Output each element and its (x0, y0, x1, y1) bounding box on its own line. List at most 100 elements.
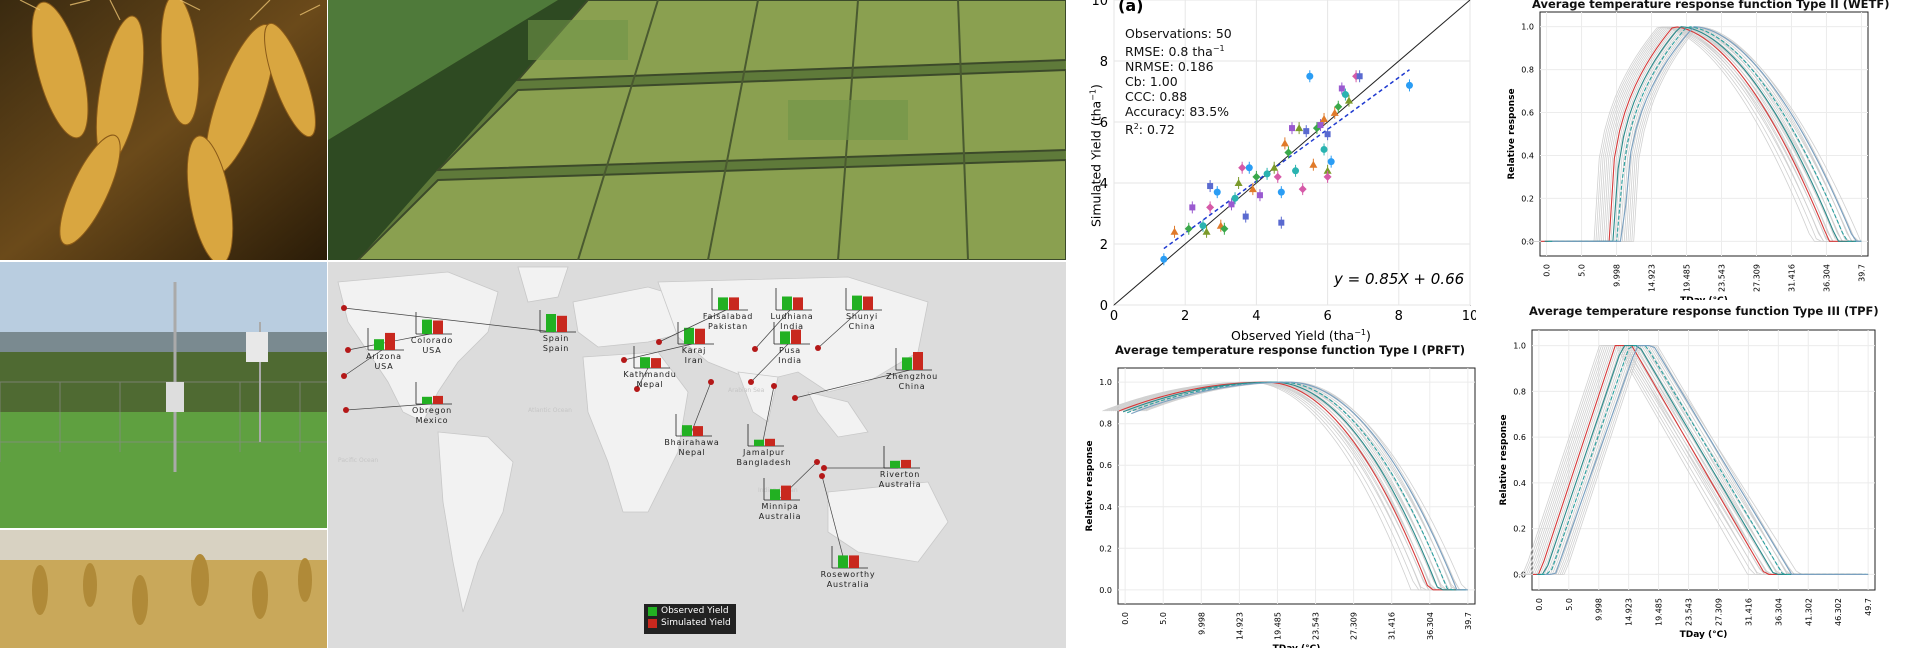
scatter-ytick: 8 (1100, 55, 1108, 70)
site-marker (748, 379, 754, 385)
scatter-points (1160, 70, 1413, 266)
response-line (1548, 26, 1862, 242)
response-gray-line (1145, 381, 1468, 591)
site-marker (819, 473, 825, 479)
response-gray-line (1104, 381, 1448, 591)
scatter-grid (1113, 0, 1471, 306)
response-gray-line (1102, 381, 1446, 591)
scatter-ytick: 4 (1100, 177, 1108, 192)
site-marker (815, 345, 821, 351)
scatter-xtick: 8 (1395, 309, 1403, 324)
site-country: Australia (826, 580, 870, 589)
site-country: China (848, 322, 876, 331)
site-leader-line (658, 309, 727, 343)
map-site-label: Arizona USA (356, 352, 412, 372)
legend-observed-swatch (648, 606, 657, 616)
response-xtick: 9.998 (1613, 264, 1622, 287)
scatter-point (1206, 203, 1215, 212)
site-marker (821, 465, 827, 471)
scatter-point (1303, 128, 1310, 135)
map-legend: Observed Yield Simulated Yield (644, 604, 736, 634)
fit-line (1163, 69, 1410, 250)
scatter-ytick: 2 (1100, 238, 1108, 253)
site-bar-simulated (693, 426, 703, 436)
site-bar-observed (902, 357, 912, 370)
scatter-xlabel: Observed Yield (tha−1) (1231, 328, 1371, 344)
chart-tpf: 0.0 5.0 9.998 14.923 19.485 23.543 27.309 31.41… (1499, 329, 1876, 640)
response-gray-line (1133, 381, 1468, 591)
scatter-point (1273, 172, 1282, 181)
site-bar-observed (684, 327, 694, 344)
scatter-point (1327, 158, 1335, 166)
site-leader-line (794, 369, 911, 399)
response-xtick: 0.0 (1121, 612, 1130, 625)
stat-observations: Observations: 50 (1125, 26, 1232, 41)
response-xtick: 39.7 (1464, 612, 1473, 630)
response-xtick: 5.0 (1578, 264, 1587, 277)
site-country: USA (422, 346, 442, 355)
map-site-label: Ludhiana India (764, 312, 820, 332)
scatter-xtick: 10 (1462, 309, 1476, 324)
response-line (1118, 381, 1462, 591)
australia-shape (827, 481, 949, 563)
map-site-label: Faisalabad Pakistan (700, 312, 756, 332)
site-leader-line (345, 403, 431, 411)
site-marker (708, 379, 714, 385)
response-line (1131, 381, 1468, 591)
stat-rmse-exp: −1 (1212, 44, 1225, 53)
site-leader-line (343, 307, 555, 333)
response-gray-line (1112, 381, 1456, 591)
response-ytick: 1.0 (1513, 342, 1526, 351)
scatter-point (1189, 204, 1196, 211)
site-bar-observed (640, 357, 650, 368)
site-leader-line (623, 343, 693, 361)
response-ytick: 0.8 (1099, 420, 1112, 429)
site-name: Obregon (411, 406, 453, 415)
response-gray-line (1129, 381, 1468, 591)
site-marker (814, 459, 820, 465)
scatter-ytick: 6 (1100, 116, 1108, 131)
site-country: Iran (684, 356, 704, 365)
response-line (1552, 26, 1862, 242)
response-ytick: 0.0 (1099, 586, 1112, 595)
response-xtick: 5.0 (1565, 598, 1574, 611)
se-asia-shape (807, 391, 869, 438)
scatter-panel: 0 2 4 6 8 10 0 2 4 6 8 10 (a) y = 0.85X + 0.66 Obse… (1066, 0, 1476, 345)
site-bar-simulated (793, 297, 803, 310)
legend-observed-label: Observed Yield (661, 606, 729, 616)
response-ytick: 0.6 (1521, 109, 1534, 118)
scatter-xtick: 6 (1323, 309, 1331, 324)
scatter-xtick: 4 (1252, 309, 1260, 324)
site-country: Australia (878, 480, 922, 489)
scatter-point (1338, 85, 1345, 92)
response-xlabel: TDay (°C) (1273, 644, 1321, 648)
scatter-point (1231, 194, 1239, 202)
site-bar-observed (422, 319, 432, 334)
scatter-point (1298, 185, 1307, 194)
response-ytick: 0.2 (1513, 525, 1526, 534)
response-main-lines (1532, 345, 1869, 575)
response-ytick: 1.0 (1521, 23, 1534, 32)
site-bar-observed (374, 339, 384, 350)
scatter-point (1238, 163, 1247, 172)
scatter-point (1323, 166, 1332, 174)
site-bar-observed (546, 314, 556, 332)
site-marker (656, 339, 662, 345)
arabian-label: Arabian Sea (728, 387, 765, 394)
response-xtick: 5.0 (1159, 612, 1168, 625)
site-bar-observed (780, 331, 790, 344)
scatter-point (1330, 108, 1339, 116)
response-xtick: 31.416 (1787, 264, 1796, 292)
response-xtick: 49.7 (1864, 598, 1873, 616)
scatter-point (1284, 148, 1293, 157)
site-bar-simulated (913, 352, 923, 370)
site-marker (792, 395, 798, 401)
legend-observed: Observed Yield (648, 606, 732, 616)
scatter-xtick: 0 (1110, 309, 1118, 324)
scatter-ytick: 0 (1100, 299, 1108, 314)
africa-shape (582, 351, 689, 513)
response-ytick: 0.6 (1513, 433, 1526, 442)
response-ylabel: Relative response (1499, 414, 1509, 505)
stat-r2-value: 0.72 (1146, 122, 1175, 138)
site-name: Karaj (681, 346, 707, 355)
